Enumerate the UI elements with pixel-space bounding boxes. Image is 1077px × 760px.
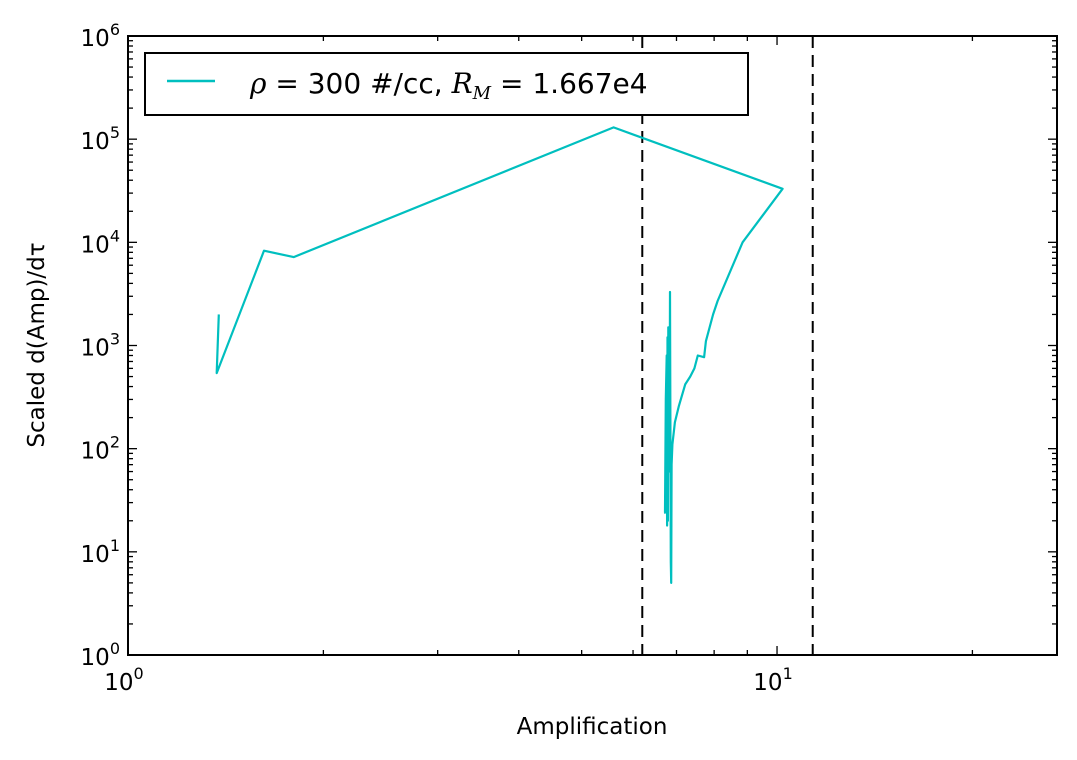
x-tick-label: 101: [753, 664, 792, 696]
x-tick-label: 100: [104, 664, 143, 696]
legend-text-a: = 300 #/cc,: [266, 67, 451, 100]
x-tick-labels: 100 101: [104, 664, 793, 696]
y-tick-label: 103: [81, 330, 120, 362]
legend-rm-subscript: M: [472, 83, 492, 104]
series-line-0: [215, 126, 784, 585]
legend-rho: ρ: [249, 67, 267, 100]
legend: ρ = 300 #/cc, RM = 1.667e4: [144, 52, 749, 116]
y-tick-labels: 100 101 102 103 104 105 106: [81, 20, 120, 671]
legend-rm-symbol: R: [451, 67, 473, 100]
y-tick-label: 100: [81, 639, 120, 671]
y-tick-label: 105: [81, 123, 120, 155]
plot-frame: [127, 35, 1058, 656]
y-tick-label: 102: [81, 433, 120, 465]
y-tick-label: 101: [81, 536, 120, 568]
y-tick-label: 106: [81, 20, 120, 52]
legend-box: [144, 52, 749, 116]
axis-ticks: [127, 35, 1057, 656]
x-axis-label: Amplification: [517, 714, 668, 740]
y-axis-label: Scaled d(Amp)/dτ: [24, 242, 50, 447]
reference-lines: [641, 36, 814, 655]
legend-text-b: = 1.667e4: [491, 67, 647, 100]
y-tick-label: 104: [81, 226, 120, 258]
series-layer: [215, 126, 784, 585]
legend-entry: ρ = 300 #/cc, RM = 1.667e4: [249, 67, 648, 104]
